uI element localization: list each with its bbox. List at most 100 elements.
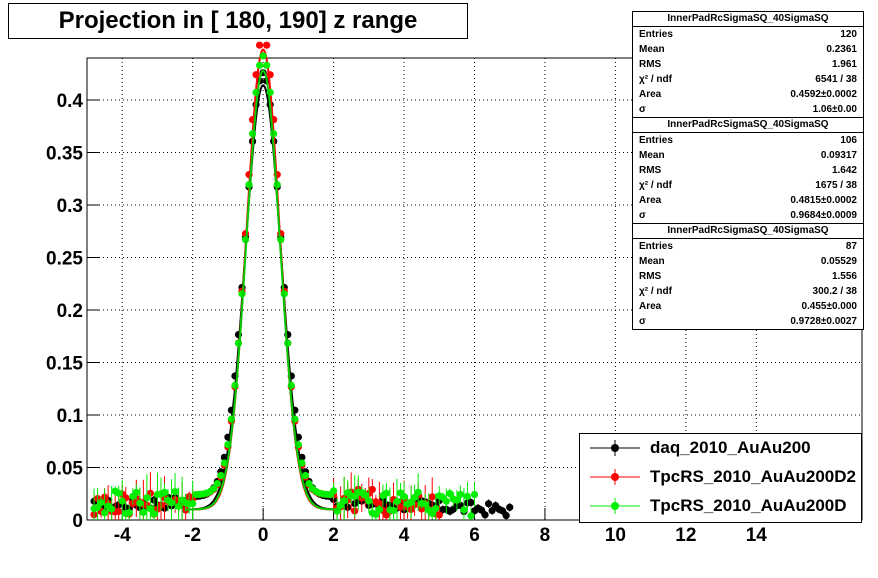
stats-row-sigma: σ 1.06±0.00 xyxy=(639,104,857,115)
data-point xyxy=(368,485,376,494)
stats-box-3: InnerPadRcSigmaSQ_40SigmaSQ Entries 87 Me… xyxy=(632,223,864,330)
y-tick-label: 0.1 xyxy=(57,406,84,427)
data-point xyxy=(301,471,310,480)
data-point xyxy=(393,497,401,505)
data-marks xyxy=(90,31,514,520)
data-point xyxy=(174,502,183,510)
legend-entry-daq: daq_2010_AuAu200 xyxy=(580,434,861,463)
data-point xyxy=(213,479,221,488)
data-point xyxy=(146,505,155,513)
stats-row-rms: RMS 1.556 xyxy=(639,271,857,282)
data-point xyxy=(432,504,440,513)
data-point xyxy=(143,494,151,502)
stats-row-entries: Entries 87 xyxy=(639,241,857,252)
data-point xyxy=(506,503,514,511)
data-point xyxy=(329,487,338,495)
data-point xyxy=(361,491,369,499)
data-point xyxy=(108,505,116,513)
data-point xyxy=(256,41,264,49)
data-point xyxy=(97,498,105,507)
y-tick-label: 0.35 xyxy=(46,144,83,165)
data-point xyxy=(115,489,123,497)
data-point xyxy=(470,490,479,499)
data-point xyxy=(467,512,475,520)
data-point xyxy=(463,492,472,500)
data-point xyxy=(365,497,373,505)
stats-row-area: Area 0.4592±0.0002 xyxy=(639,89,857,100)
x-tick-label: 6 xyxy=(469,525,480,546)
stats-box-title: InnerPadRcSigmaSQ_40SigmaSQ xyxy=(633,118,863,133)
axis-tick-labels: -4 -2 0 2 4 6 8 10 12 14 0 0.05 0.1 0.15 0.2 0.25 0.3 0.3… xyxy=(46,91,767,546)
y-tick-label: 0.05 xyxy=(46,459,83,480)
data-point xyxy=(256,61,264,69)
legend-marker-icon xyxy=(590,498,640,514)
stats-row-area: Area 0.4815±0.0002 xyxy=(639,195,857,206)
stats-row-mean: Mean 0.09317 xyxy=(639,150,857,161)
data-point xyxy=(442,497,450,505)
data-point xyxy=(305,479,313,488)
stats-row-chi2: χ² / ndf 300.2 / 38 xyxy=(639,286,857,297)
stats-box-2: InnerPadRcSigmaSQ_40SigmaSQ Entries 106 M… xyxy=(632,117,864,224)
stats-box-title: InnerPadRcSigmaSQ_40SigmaSQ xyxy=(633,12,863,27)
legend-marker-icon xyxy=(590,440,640,456)
x-tick-label: 10 xyxy=(605,525,626,546)
data-point xyxy=(171,487,179,496)
data-point xyxy=(435,511,443,519)
stats-row-area: Area 0.455±0.000 xyxy=(639,301,857,312)
stats-row-sigma: σ 0.9728±0.0027 xyxy=(639,316,857,327)
data-point xyxy=(481,511,489,519)
data-point xyxy=(132,488,140,496)
x-tick-label: 0 xyxy=(258,525,269,546)
data-point xyxy=(115,507,123,516)
data-point xyxy=(101,509,109,517)
y-tick-label: 0.3 xyxy=(57,196,83,217)
fit-curve xyxy=(185,84,340,511)
data-point xyxy=(263,41,271,49)
fit-curve xyxy=(185,69,340,511)
stats-row-rms: RMS 1.961 xyxy=(639,59,857,70)
page-title: Projection in [ 180, 190] z range xyxy=(8,3,468,39)
data-point xyxy=(139,508,147,516)
data-point xyxy=(217,471,225,480)
data-point xyxy=(456,490,465,499)
x-tick-label: 4 xyxy=(399,525,410,546)
data-point xyxy=(125,509,133,517)
data-point xyxy=(414,488,422,496)
data-point xyxy=(428,493,436,501)
stats-row-sigma: σ 0.9684±0.0009 xyxy=(639,210,857,221)
x-tick-label: -4 xyxy=(114,525,131,546)
y-tick-label: 0.2 xyxy=(57,301,83,322)
data-point xyxy=(396,503,405,511)
stats-row-rms: RMS 1.642 xyxy=(639,165,857,176)
data-point xyxy=(421,500,429,508)
stats-row-mean: Mean 0.05529 xyxy=(639,256,857,267)
data-point xyxy=(375,506,383,514)
x-tick-label: 2 xyxy=(328,525,339,546)
data-point xyxy=(407,498,415,507)
data-point xyxy=(118,497,126,505)
data-point xyxy=(389,506,398,515)
data-point xyxy=(488,506,496,515)
legend-marker-icon xyxy=(590,469,640,485)
data-point xyxy=(382,489,391,497)
series-2 xyxy=(90,52,479,520)
legend-entry-tpcrs-d2: TpcRS_2010_AuAu200D2 xyxy=(580,463,861,492)
stats-row-mean: Mean 0.2361 xyxy=(639,44,857,55)
x-tick-label: 12 xyxy=(675,525,696,546)
data-point xyxy=(453,496,461,504)
data-point xyxy=(189,499,197,508)
legend-entry-tpcrs-d: TpcRS_2010_AuAu200D xyxy=(580,492,861,521)
y-tick-label: 0 xyxy=(72,511,83,532)
stats-row-chi2: χ² / ndf 6541 / 38 xyxy=(639,74,857,85)
data-point xyxy=(375,500,383,508)
data-point xyxy=(502,511,510,520)
data-point xyxy=(210,484,218,493)
stats-row-chi2: χ² / ndf 1675 / 38 xyxy=(639,180,857,191)
data-point xyxy=(136,499,144,507)
x-tick-label: 14 xyxy=(746,525,768,546)
stats-box-1: InnerPadRcSigmaSQ_40SigmaSQ Entries 120 M… xyxy=(632,11,864,118)
data-point xyxy=(400,492,408,501)
y-tick-label: 0.15 xyxy=(46,354,83,375)
data-point xyxy=(484,500,493,508)
x-tick-label: 8 xyxy=(540,525,551,546)
